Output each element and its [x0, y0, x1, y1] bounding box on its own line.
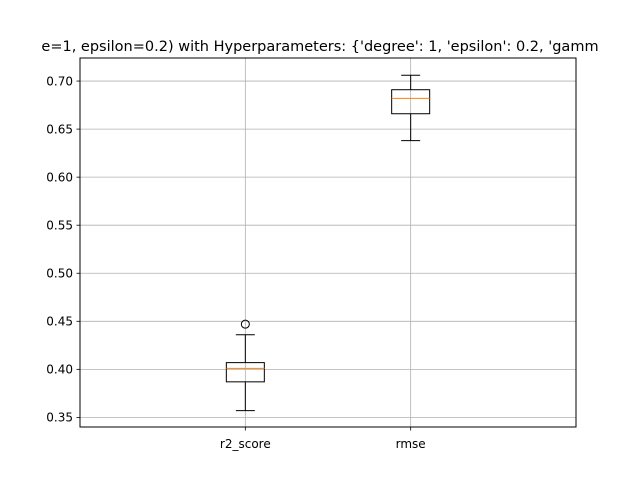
iqr-box [391, 89, 431, 115]
box-layer [225, 74, 431, 412]
y-tick-label: 0.45 [46, 315, 73, 329]
outlier-point [240, 319, 250, 329]
y-tick-label: 0.55 [46, 219, 73, 233]
x-tick-label: r2_score [220, 437, 271, 451]
grid-layer [80, 58, 576, 427]
box-r2_score [225, 319, 265, 412]
y-tick-label: 0.60 [46, 170, 73, 184]
plot-frame [79, 57, 577, 428]
tick-layer: 0.35 0.40 0.45 0.50 0.55 0.60 0.65 0.70 r2_score… [46, 74, 425, 451]
y-tick-label: 0.40 [46, 363, 73, 377]
y-tick-label: 0.70 [46, 74, 73, 88]
y-tick-label: 0.50 [46, 267, 73, 281]
y-tick-label: 0.35 [46, 411, 73, 425]
x-tick-label: rmse [396, 437, 426, 451]
y-tick-label: 0.65 [46, 122, 73, 136]
chart-title: e=1, epsilon=0.2) with Hyperparameters: … [41, 39, 598, 55]
iqr-box [225, 362, 265, 383]
box-rmse [391, 74, 431, 142]
